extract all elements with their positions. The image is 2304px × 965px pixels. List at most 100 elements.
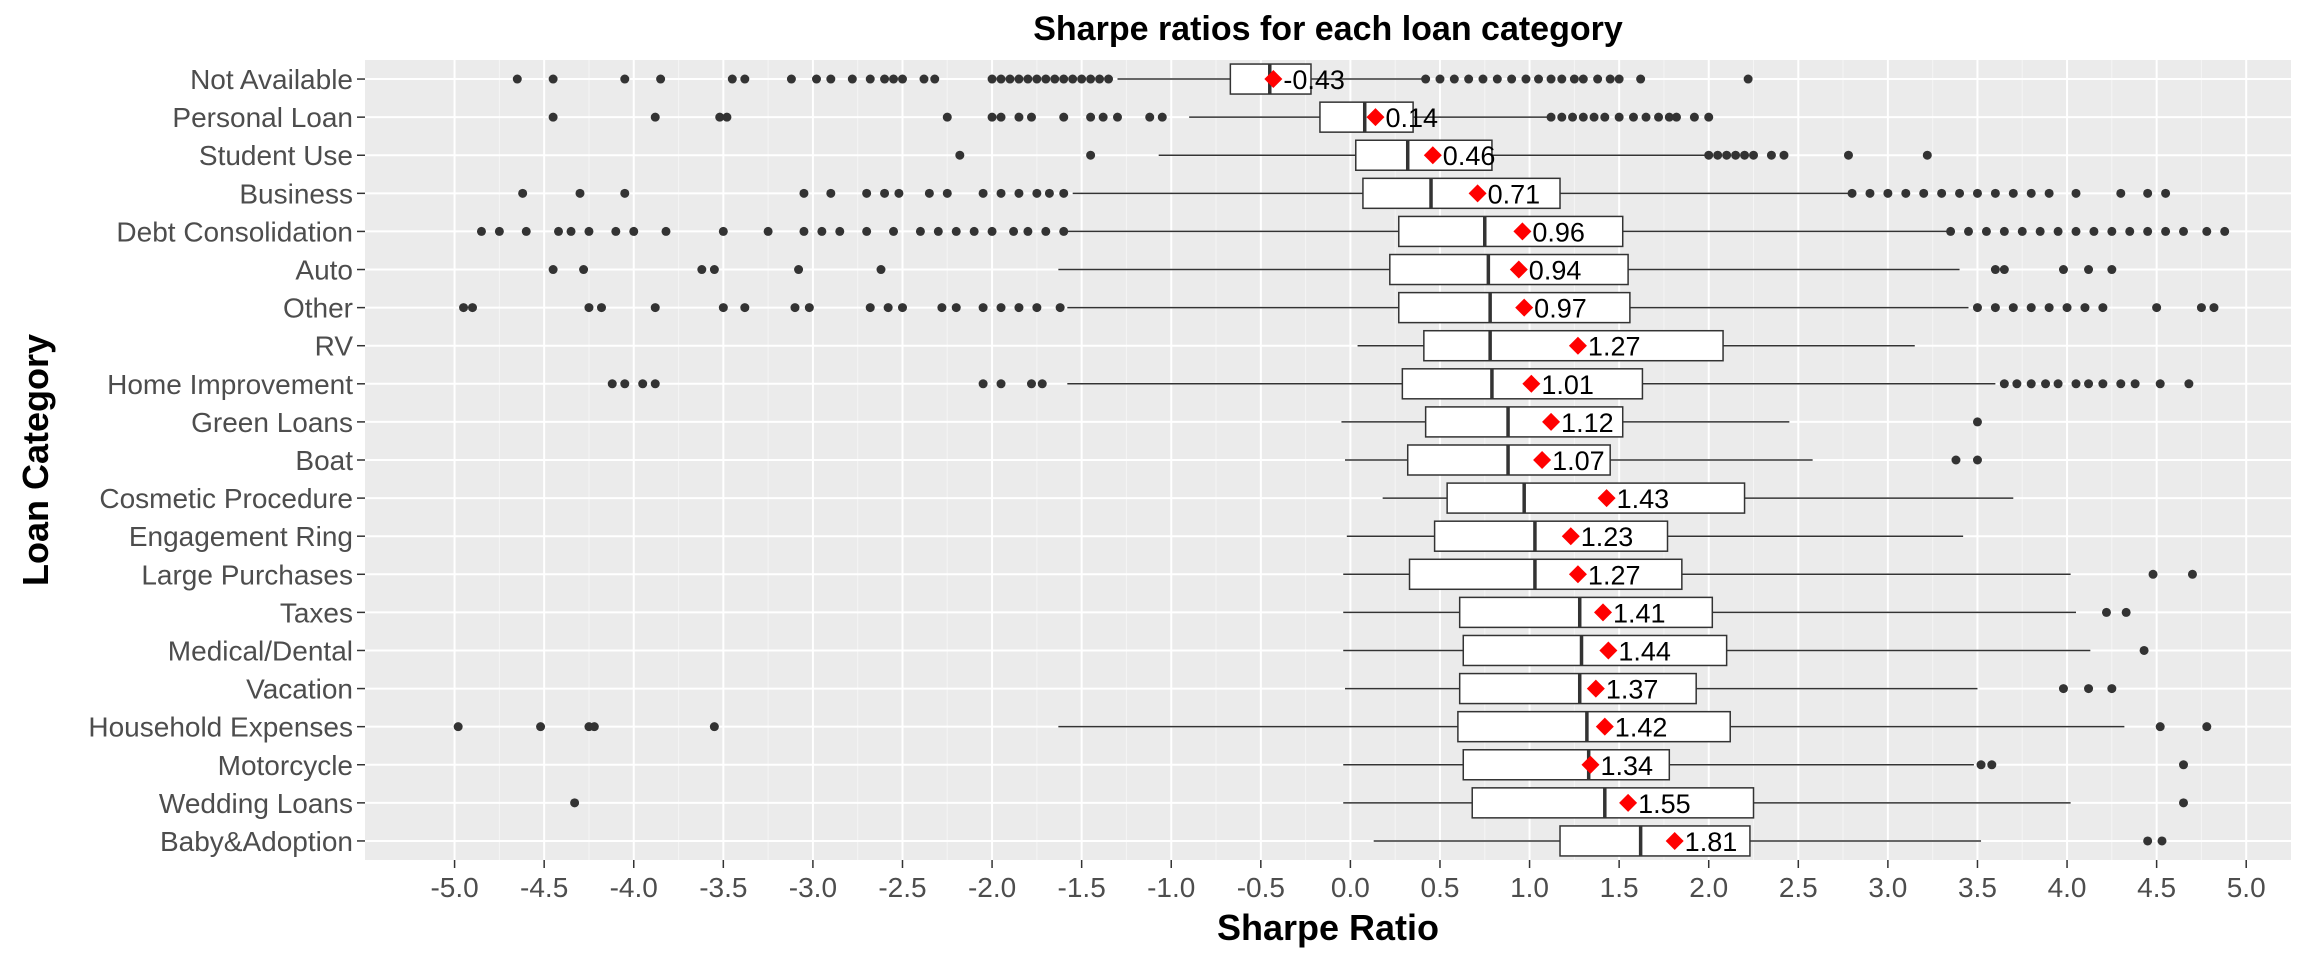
outlier-point <box>2155 379 2165 389</box>
outlier-point <box>718 303 728 313</box>
iqr-box <box>1446 482 1746 514</box>
outlier-point <box>862 226 872 236</box>
outlier-point <box>1014 112 1024 122</box>
outlier-point <box>629 226 639 236</box>
outlier-point <box>883 303 893 313</box>
iqr-box <box>1398 291 1631 324</box>
outlier-point <box>2116 188 2126 198</box>
outlier-point <box>2143 836 2153 846</box>
outlier-point <box>1086 150 1096 160</box>
outlier-point <box>897 303 907 313</box>
outlier-point <box>889 74 899 84</box>
iqr-box <box>1462 634 1728 667</box>
mean-label: 1.27 <box>1588 332 1641 362</box>
outlier-point <box>1077 74 1087 84</box>
outlier-point <box>1654 112 1664 122</box>
outlier-point <box>1026 112 1036 122</box>
outlier-point <box>786 74 796 84</box>
outlier-point <box>1098 112 1108 122</box>
outlier-point <box>1731 150 1741 160</box>
mean-label: 1.07 <box>1552 446 1605 476</box>
x-tick-label: 3.5 <box>1958 872 1997 903</box>
outlier-point <box>919 74 929 84</box>
outlier-point <box>942 112 952 122</box>
mean-marker <box>1595 717 1614 736</box>
mean-marker <box>1509 260 1528 279</box>
outlier-point <box>1955 188 1965 198</box>
outlier-point <box>799 226 809 236</box>
outlier-point <box>1492 74 1502 84</box>
box-medical-dental: 1.44 <box>1343 634 2149 667</box>
x-axis-ticks: -5.0 -4.5 -4.0 -3.5 -3.0 -2.5 -2.0 -1.5 -1.0 -0.5… <box>430 860 2266 903</box>
y-tick-label: Motorcycle <box>218 750 353 781</box>
outlier-point <box>1568 112 1578 122</box>
box-vacation: 1.37 <box>1345 672 2117 705</box>
x-tick-label: -3.0 <box>789 872 837 903</box>
outlier-point <box>607 379 617 389</box>
mean-label: 0.94 <box>1529 256 1582 286</box>
outlier-point <box>2107 226 2117 236</box>
outlier-point <box>894 188 904 198</box>
outlier-point <box>2101 607 2111 617</box>
x-tick-label: -4.5 <box>520 872 568 903</box>
y-tick-label: Auto <box>295 255 353 286</box>
outlier-point <box>1086 112 1096 122</box>
outlier-point <box>1999 226 2009 236</box>
y-tick-label: Medical/Dental <box>168 635 353 666</box>
x-tick-label: 0.5 <box>1421 872 1460 903</box>
mean-marker <box>1599 641 1618 660</box>
x-tick-label: -1.0 <box>1147 872 1195 903</box>
outlier-point <box>996 188 1006 198</box>
mean-marker <box>1533 451 1552 469</box>
outlier-point <box>2121 607 2131 617</box>
y-axis-title: Loan Category <box>15 334 56 586</box>
outlier-point <box>1059 226 1069 236</box>
outlier-point <box>763 226 773 236</box>
outlier-point <box>1068 74 1078 84</box>
outlier-point <box>650 303 660 313</box>
outlier-point <box>1059 112 1069 122</box>
outlier-point <box>620 74 630 84</box>
outlier-point <box>1044 188 1054 198</box>
box-household-expenses: 1.42 <box>453 710 2212 743</box>
outlier-point <box>978 188 988 198</box>
mean-marker <box>1568 565 1587 584</box>
mean-marker <box>1561 527 1580 546</box>
outlier-point <box>1847 188 1857 198</box>
box-boat: 1.07 <box>1345 444 1982 476</box>
outlier-point <box>570 798 580 808</box>
y-tick-label: Home Improvement <box>107 369 353 400</box>
outlier-point <box>2130 379 2140 389</box>
y-tick-label: Household Expenses <box>88 712 353 743</box>
outlier-point <box>2148 569 2158 579</box>
outlier-point <box>1023 74 1033 84</box>
outlier-point <box>740 74 750 84</box>
outlier-point <box>897 74 907 84</box>
outlier-point <box>2202 722 2212 732</box>
outlier-point <box>650 379 660 389</box>
outlier-point <box>865 74 875 84</box>
outlier-point <box>1557 74 1567 84</box>
outlier-point <box>865 303 875 313</box>
outlier-point <box>1032 303 1042 313</box>
outlier-point <box>987 74 997 84</box>
outlier-point <box>862 188 872 198</box>
outlier-point <box>2084 265 2094 275</box>
outlier-point <box>933 226 943 236</box>
outlier-point <box>2008 188 2018 198</box>
outlier-point <box>521 226 531 236</box>
iqr-box <box>1398 215 1624 248</box>
outlier-point <box>1999 379 2009 389</box>
outlier-point <box>1972 455 1982 465</box>
outlier-point <box>2143 188 2153 198</box>
mean-label: -0.43 <box>1283 65 1345 95</box>
outlier-point <box>1112 112 1122 122</box>
outlier-point <box>650 112 660 122</box>
x-tick-label: -1.5 <box>1058 872 1106 903</box>
outlier-point <box>2058 265 2068 275</box>
outlier-point <box>915 226 925 236</box>
outlier-point <box>1749 150 1759 160</box>
outlier-point <box>1990 188 2000 198</box>
outlier-point <box>1722 150 1732 160</box>
